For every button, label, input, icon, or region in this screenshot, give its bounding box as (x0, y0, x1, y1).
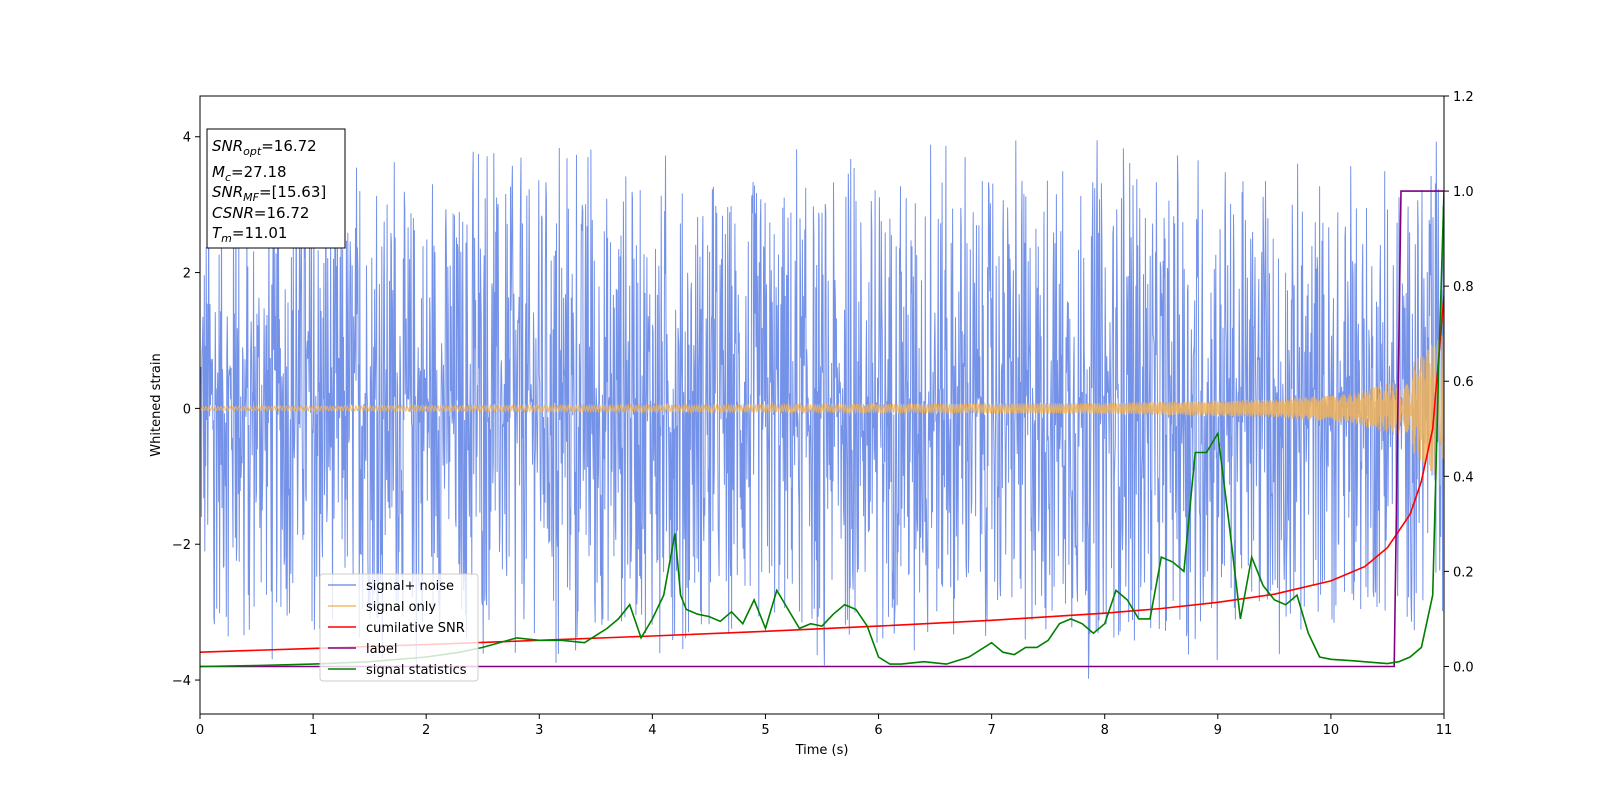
y2-tick-label: 0.0 (1453, 660, 1474, 675)
x-tick-label: 6 (874, 723, 882, 738)
y2-tick-label: 1.0 (1453, 185, 1474, 200)
legend-entry: signal+ noise (366, 579, 454, 594)
x-axis-label: Time (s) (795, 743, 849, 758)
x-tick-label: 2 (422, 723, 430, 738)
legend-entry: cumilative SNR (366, 621, 465, 636)
y2-tick-label: 0.8 (1453, 280, 1474, 295)
legend-entry: signal statistics (366, 663, 467, 678)
x-tick-label: 5 (761, 723, 769, 738)
plot-area (200, 140, 1444, 679)
x-axis-ticks: 0 1 2 3 4 5 6 7 8 9 10 11 (196, 714, 1452, 738)
x-tick-label: 7 (987, 723, 995, 738)
annotation-frame (206, 128, 346, 249)
series-signal-only (200, 334, 1444, 477)
x-tick-label: 11 (1436, 723, 1453, 738)
y-axis-label: Whitened strain (149, 353, 164, 456)
y-tick-label: 2 (183, 267, 191, 282)
y-axis-ticks: −4 −2 0 2 4 (172, 131, 200, 689)
series-signal-noise (200, 140, 1444, 679)
x-tick-label: 3 (535, 723, 543, 738)
series-label (200, 190, 1444, 668)
annotation-line: CSNR=16.72 (212, 204, 309, 222)
axes-frame (199, 95, 1445, 715)
x-tick-label: 0 (196, 723, 204, 738)
y2-tick-label: 0.6 (1453, 375, 1474, 390)
y-tick-label: −2 (172, 538, 191, 553)
y-tick-label: 0 (183, 402, 191, 417)
x-tick-label: 10 (1323, 723, 1340, 738)
x-tick-label: 1 (309, 723, 317, 738)
signal-only-line (200, 334, 1444, 477)
x-tick-label: 4 (648, 723, 656, 738)
legend-entry: label (366, 642, 397, 657)
series-signal-statistics (200, 191, 1444, 668)
legend-entry: signal only (366, 600, 436, 615)
legend: signal+ noise signal only cumilative SNR la… (319, 573, 479, 682)
annotation-line: Tm=11.01 (212, 224, 287, 245)
y2-axis-ticks: 0.0 0.2 0.4 0.6 0.8 1.0 1.2 (1444, 90, 1474, 675)
y-tick-label: −4 (172, 674, 191, 689)
signal-noise-line (200, 140, 1444, 679)
legend-frame (319, 573, 479, 682)
signal-statistics-line (200, 191, 1444, 668)
x-tick-label: 8 (1101, 723, 1109, 738)
annotation-line: Mc=27.18 (212, 163, 287, 184)
y2-tick-label: 0.4 (1453, 470, 1474, 485)
annotation-box: SNRopt=16.72 Mc=27.18SNRMF=[15.63]CSNR=16… (206, 128, 346, 249)
y-tick-label: 4 (183, 131, 191, 146)
annotation-line: SNRMF=[15.63] (212, 183, 326, 204)
annotation-line: SNRopt=16.72 (212, 137, 317, 158)
x-tick-label: 9 (1214, 723, 1222, 738)
y2-tick-label: 1.2 (1453, 90, 1474, 105)
label-line (200, 190, 1444, 668)
y2-tick-label: 0.2 (1453, 565, 1474, 580)
